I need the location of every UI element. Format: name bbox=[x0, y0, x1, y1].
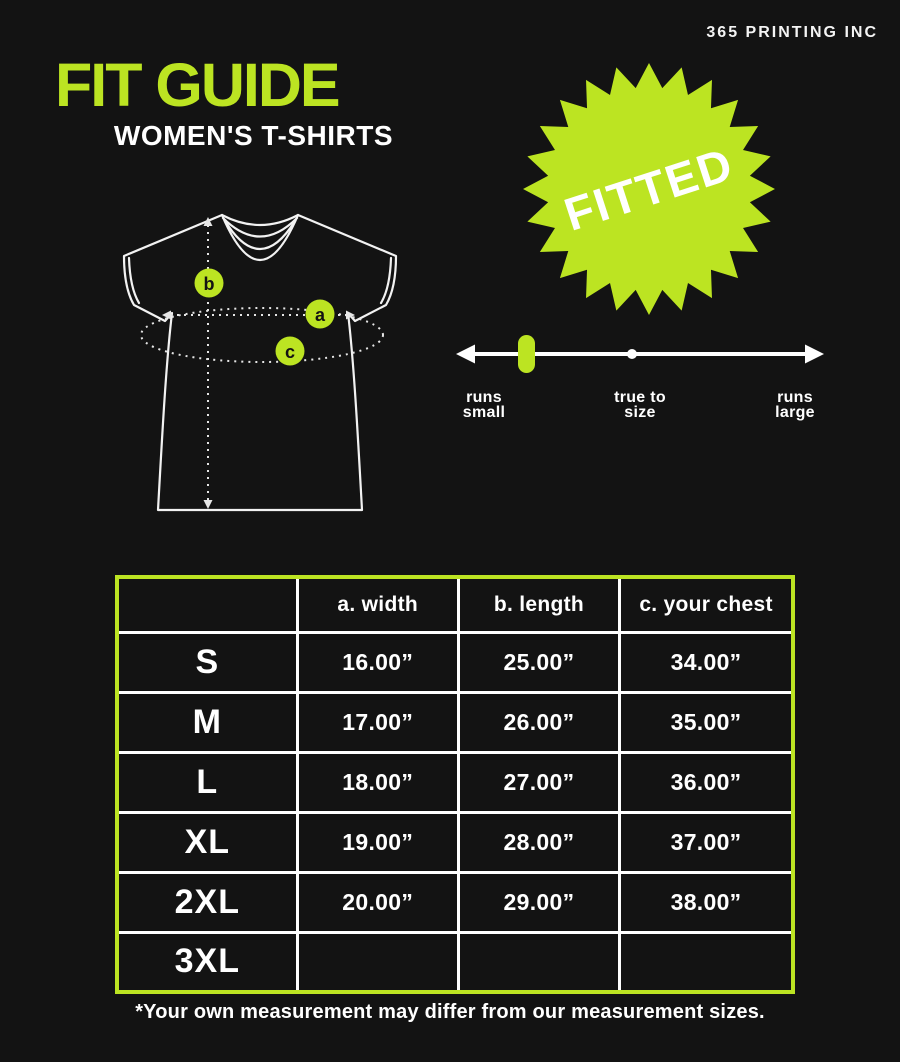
footnote: *Your own measurement may differ from ou… bbox=[135, 1001, 765, 1023]
table-row: M 17.00” 26.00” 35.00” bbox=[119, 692, 791, 754]
header-chest-cell: c. your chest bbox=[619, 579, 791, 634]
scale-indicator bbox=[518, 335, 535, 373]
size-cell: XL bbox=[119, 812, 299, 874]
left-sleeve-cuff-line bbox=[127, 256, 141, 305]
size-table-grid: a. width b. length c. your chest S 16.00… bbox=[119, 579, 791, 990]
size-cell: M bbox=[119, 692, 299, 754]
collar-line-3 bbox=[223, 219, 297, 250]
size-cell: S bbox=[119, 632, 299, 694]
label-runs-small-line1: runs bbox=[466, 389, 502, 406]
label-true-to-size-line1: true to bbox=[614, 389, 666, 406]
chest-dimension-ellipse bbox=[140, 307, 384, 363]
header-length-cell: b. length bbox=[458, 579, 622, 634]
width-cell: 17.00” bbox=[297, 692, 460, 754]
table-row: 2XL 20.00” 29.00” 38.00” bbox=[119, 872, 791, 934]
chest-cell: 34.00” bbox=[619, 632, 791, 694]
length-cell: 25.00” bbox=[458, 632, 622, 694]
title-block: FIT GUIDE WOMEN'S T-SHIRTS bbox=[55, 54, 393, 152]
collar-line-1 bbox=[220, 213, 300, 227]
marker-c bbox=[275, 336, 305, 366]
chest-cell: 35.00” bbox=[619, 692, 791, 754]
width-cell: 20.00” bbox=[297, 872, 460, 934]
length-cell: 28.00” bbox=[458, 812, 622, 874]
scale-arrow-left-icon bbox=[456, 344, 475, 364]
table-row: L 18.00” 27.00” 36.00” bbox=[119, 752, 791, 814]
header-width-cell: a. width bbox=[297, 579, 460, 634]
marker-c-label: c bbox=[285, 342, 295, 362]
brand-name: 365 PRINTING INC bbox=[706, 24, 878, 41]
chest-cell: 36.00” bbox=[619, 752, 791, 814]
table-row: S 16.00” 25.00” 34.00” bbox=[119, 632, 791, 694]
width-cell: 18.00” bbox=[297, 752, 460, 814]
chest-cell: 38.00” bbox=[619, 872, 791, 934]
length-cell: 26.00” bbox=[458, 692, 622, 754]
size-cell: 2XL bbox=[119, 872, 299, 934]
fit-scale bbox=[456, 335, 824, 373]
fitted-badge: FITTED bbox=[523, 63, 775, 315]
length-cell bbox=[458, 932, 622, 990]
label-runs-large-line2: large bbox=[775, 404, 815, 421]
size-cell: 3XL bbox=[119, 932, 299, 990]
marker-a bbox=[305, 299, 335, 329]
scale-arrow-right-icon bbox=[805, 344, 824, 364]
collar-line-2 bbox=[221, 216, 299, 238]
page-subtitle: WOMEN'S T-SHIRTS bbox=[113, 120, 393, 152]
length-cell: 27.00” bbox=[458, 752, 622, 814]
length-arrow-bottom-icon bbox=[203, 500, 213, 509]
width-arrow-left-icon bbox=[162, 310, 171, 320]
size-cell: L bbox=[119, 752, 299, 814]
table-row: 3XL bbox=[119, 932, 791, 990]
label-true-to-size-line2: size bbox=[624, 404, 656, 421]
table-header-row: a. width b. length c. your chest bbox=[119, 579, 791, 634]
width-cell: 16.00” bbox=[297, 632, 460, 694]
right-sleeve-cuff-line bbox=[379, 256, 393, 305]
length-arrow-top-icon bbox=[203, 217, 213, 226]
table-row: XL 19.00” 28.00” 37.00” bbox=[119, 812, 791, 874]
chest-cell: 37.00” bbox=[619, 812, 791, 874]
marker-b bbox=[194, 268, 224, 298]
label-runs-small-line2: small bbox=[462, 404, 506, 421]
marker-a-label: a bbox=[315, 305, 326, 325]
width-arrow-right-icon bbox=[346, 310, 355, 320]
label-runs-large: runs large bbox=[745, 389, 845, 421]
width-cell: 19.00” bbox=[297, 812, 460, 874]
label-true-to-size: true to size bbox=[590, 389, 690, 421]
length-cell: 29.00” bbox=[458, 872, 622, 934]
chest-cell bbox=[620, 932, 791, 990]
label-runs-small: runs small bbox=[434, 389, 534, 421]
tshirt-outline bbox=[122, 213, 398, 512]
starburst-icon bbox=[523, 63, 775, 315]
scale-midpoint-dot bbox=[627, 349, 637, 359]
label-runs-large-line1: runs bbox=[777, 389, 813, 406]
page-title: FIT GUIDE bbox=[55, 51, 341, 119]
tshirt-diagram: b a c bbox=[122, 213, 398, 512]
header-size-cell bbox=[119, 579, 299, 634]
size-table: a. width b. length c. your chest S 16.00… bbox=[115, 575, 795, 994]
width-cell bbox=[297, 932, 460, 990]
marker-b-label: b bbox=[204, 274, 215, 294]
